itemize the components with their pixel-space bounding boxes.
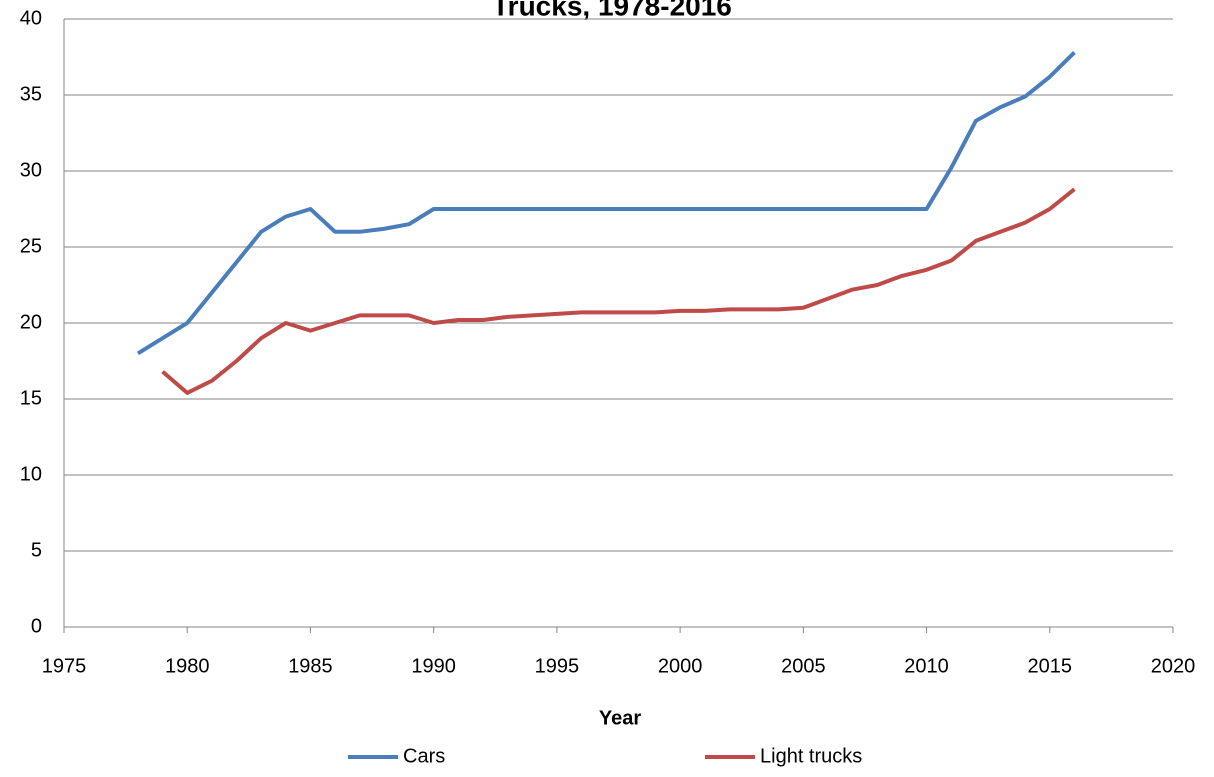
- series-line: [136, 51, 1076, 356]
- x-tick-label: 2000: [658, 655, 703, 677]
- y-tick-label: 0: [31, 615, 42, 637]
- x-tick-label: 2010: [904, 655, 949, 677]
- y-tick-label: 25: [20, 235, 42, 257]
- x-tick-label: 2005: [781, 655, 826, 677]
- legend-label: Cars: [403, 745, 445, 767]
- x-tick-label: 1980: [165, 655, 210, 677]
- legend-label: Light trucks: [760, 745, 862, 767]
- y-tick-label: 15: [20, 387, 42, 409]
- x-tick-label: 2020: [1151, 655, 1196, 677]
- x-tick-label: 1990: [411, 655, 456, 677]
- y-tick-label: 5: [31, 539, 42, 561]
- x-axis-label: Year: [599, 707, 641, 729]
- y-tick-label: 20: [20, 311, 42, 333]
- y-tick-label: 40: [20, 7, 42, 29]
- chart-title: Trucks, 1978-2016: [492, 0, 732, 21]
- y-tick-label: 30: [20, 159, 42, 181]
- x-tick-label: 1995: [535, 655, 580, 677]
- series-line: [161, 187, 1076, 395]
- x-tick-label: 2015: [1028, 655, 1073, 677]
- y-tick-label: 35: [20, 83, 42, 105]
- y-tick-label: 10: [20, 463, 42, 485]
- x-tick-label: 1975: [42, 655, 87, 677]
- x-tick-label: 1985: [288, 655, 333, 677]
